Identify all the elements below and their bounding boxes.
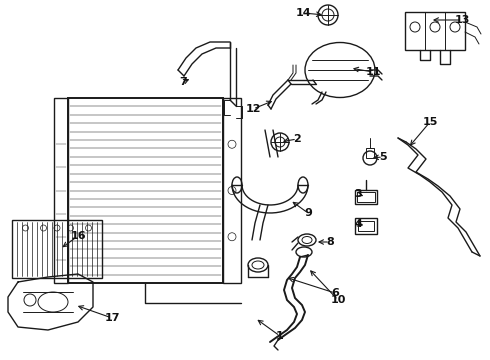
Text: 10: 10 <box>330 295 345 305</box>
Bar <box>405 12 465 50</box>
Text: 13: 13 <box>454 15 470 25</box>
Bar <box>223 98 241 283</box>
Text: 6: 6 <box>331 288 339 298</box>
Text: 7: 7 <box>179 77 187 87</box>
Text: 8: 8 <box>326 237 334 247</box>
Bar <box>12 220 102 278</box>
Bar <box>355 190 377 204</box>
Text: 16: 16 <box>70 231 86 241</box>
Bar <box>355 218 377 234</box>
Bar <box>68 98 223 283</box>
Text: 2: 2 <box>293 134 301 144</box>
Bar <box>54 98 68 283</box>
Bar <box>366 148 374 158</box>
Bar <box>357 192 375 202</box>
Text: 11: 11 <box>365 67 381 77</box>
Text: 4: 4 <box>354 219 362 229</box>
Text: 1: 1 <box>276 331 284 341</box>
Text: 3: 3 <box>354 189 362 199</box>
Text: 14: 14 <box>295 8 311 18</box>
Text: 9: 9 <box>304 208 312 218</box>
Bar <box>358 221 374 231</box>
Text: 17: 17 <box>104 313 120 323</box>
Text: 15: 15 <box>422 117 438 127</box>
Text: 12: 12 <box>245 104 261 114</box>
Text: 5: 5 <box>379 152 387 162</box>
